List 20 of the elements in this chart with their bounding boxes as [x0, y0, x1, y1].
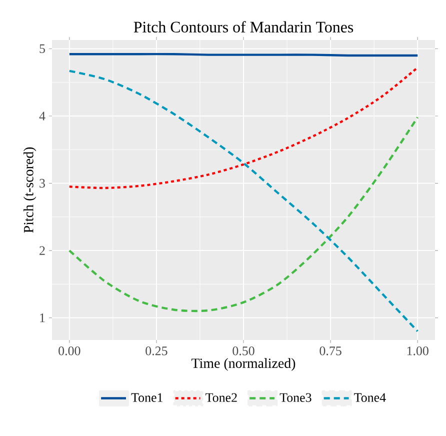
legend-label: Tone4 — [354, 393, 386, 402]
y-axis-title: Pitch (t-scored) — [24, 147, 36, 233]
y-tick-label: 5 — [40, 44, 45, 54]
line-series — [68, 116, 419, 312]
x-tick-label: 0.50 — [232, 346, 254, 356]
chart-title: Pitch Contours of Mandarin Tones — [134, 21, 354, 32]
legend-label: Tone2 — [206, 393, 237, 402]
y-tick-label: 4 — [39, 112, 46, 120]
line-series — [68, 70, 419, 332]
x-tick-label: 0.00 — [58, 346, 80, 356]
legend-label: Tone3 — [280, 393, 312, 402]
x-tick-label: 0.75 — [320, 346, 342, 356]
legend-label: Tone1 — [131, 393, 162, 402]
x-axis-title: Time (normalized) — [192, 358, 296, 371]
line-series — [68, 66, 419, 190]
y-tick-label: 1 — [40, 314, 45, 322]
x-tick-label: 0.25 — [146, 346, 168, 356]
x-tick-label: 1.00 — [407, 346, 428, 356]
y-tick-label: 3 — [40, 178, 45, 188]
y-tick-label: 2 — [40, 246, 45, 255]
